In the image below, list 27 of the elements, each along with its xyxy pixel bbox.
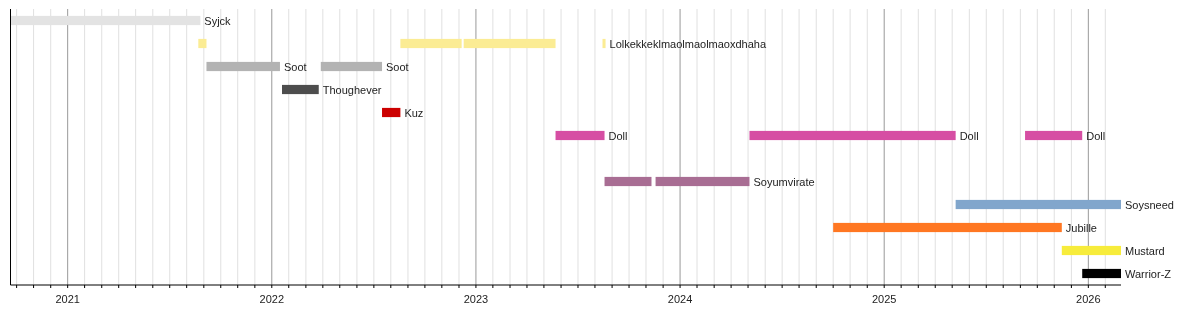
x-tick-label: 2026 xyxy=(1076,293,1101,305)
data-label: Soysneed xyxy=(1125,198,1174,211)
x-tick-label: 2023 xyxy=(463,293,489,305)
data-label: Lolkekkeklmaolmaolmaoxdhaha xyxy=(609,37,767,50)
x-tick-label: 2025 xyxy=(871,293,897,305)
data-label: Jubille xyxy=(1065,221,1097,234)
data-label: Mustard xyxy=(1125,244,1165,257)
data-label: Doll xyxy=(1086,129,1106,142)
bar xyxy=(955,199,1121,210)
bar xyxy=(1061,245,1121,256)
bar xyxy=(833,222,1062,233)
data-label: Thoughever xyxy=(322,83,382,96)
data-label: Soot xyxy=(283,60,307,73)
data-label: Doll xyxy=(608,129,628,142)
bar xyxy=(382,107,401,118)
data-label: Syjck xyxy=(204,14,232,27)
bar xyxy=(282,84,319,95)
bar xyxy=(1082,268,1121,279)
data-label: Soot xyxy=(386,60,409,73)
data-label: Warrior-Z xyxy=(1125,267,1172,280)
bar xyxy=(602,38,606,49)
x-tick-label: 2024 xyxy=(667,293,693,305)
x-tick-label: 2022 xyxy=(259,293,285,305)
data-label: Doll xyxy=(959,129,979,142)
x-tick-label: 2021 xyxy=(55,293,80,305)
data-label: Kuz xyxy=(404,106,424,119)
data-label: Soyumvirate xyxy=(753,175,815,188)
